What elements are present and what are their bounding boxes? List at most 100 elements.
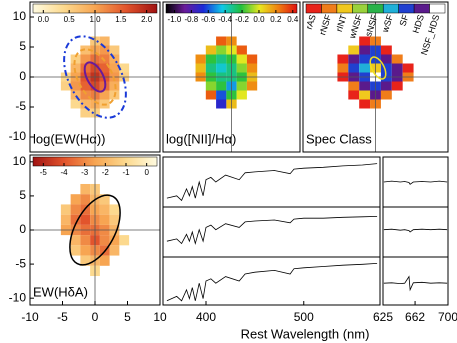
map-pixel: [109, 204, 120, 215]
map-pixel: [99, 45, 110, 55]
colorbar-tick-label: 1.5: [115, 15, 127, 24]
colorbar-tick-label: 0: [144, 168, 149, 177]
map-pixel: [109, 45, 120, 55]
y-tick-label: -5: [15, 99, 26, 113]
map-pixel: [70, 214, 81, 225]
contours: [63, 35, 387, 266]
map-pixel: [359, 63, 371, 73]
colorbar-tick-label: -0.4: [218, 15, 232, 24]
panel-frame: [162, 1, 301, 153]
map-pixel: [236, 54, 247, 64]
colorbar-tick-label: 2.0: [141, 15, 153, 24]
contour: [63, 35, 127, 119]
contour: [369, 56, 387, 80]
map-pixel: [80, 183, 91, 195]
map-pixel: [348, 81, 360, 91]
spectrum: [166, 163, 378, 202]
map-pixel: [380, 45, 392, 55]
colorbar-swatch: [321, 3, 338, 14]
map-pixel: [80, 90, 91, 100]
colorbar-swatch: [398, 3, 415, 14]
map-pixel: [391, 54, 403, 64]
map-pixel: [236, 45, 247, 55]
spectrum-frame: [162, 206, 381, 258]
x-tick-label: 10: [153, 310, 167, 324]
map-pixel: [99, 235, 110, 246]
map-pixel: [359, 36, 371, 46]
map-pixel: [80, 214, 91, 225]
map-pixel: [99, 204, 110, 215]
colorbar-swatch: [305, 3, 322, 14]
contour: [69, 194, 121, 266]
map-pixel: [80, 81, 91, 91]
y-tick-label: -5: [15, 256, 26, 270]
spectrum: [383, 180, 448, 185]
colorbar-label: rINT: [334, 13, 349, 33]
colorbar: [32, 156, 158, 167]
y-tick-label: -10: [9, 129, 27, 143]
map-pixel: [216, 54, 227, 64]
map-pixel: [99, 63, 110, 73]
map-pixel: [109, 235, 120, 246]
contour: [83, 61, 107, 93]
map-pixel: [80, 235, 91, 246]
map-pixel: [348, 90, 360, 100]
map-pixel: [80, 45, 91, 55]
x-tick-label: 0: [92, 310, 99, 324]
map-pixel: [80, 245, 91, 256]
colorbar-tick-label: 1.0: [89, 15, 101, 24]
map-pixel: [359, 81, 371, 91]
map-pixel: [380, 63, 392, 73]
x-tick-label: 5: [124, 310, 131, 324]
map-pixel: [109, 63, 120, 73]
spectrum: [166, 263, 378, 302]
map-pixel: [402, 63, 414, 73]
map-pixel: [109, 214, 120, 225]
map-pixel: [195, 63, 206, 73]
map-pixel: [359, 54, 371, 64]
map-pixel: [70, 99, 81, 109]
y-tick-label: 0: [19, 222, 26, 236]
map-pixel: [70, 235, 81, 246]
map-pixel: [60, 214, 71, 225]
colorbar-tick-label: -0.8: [184, 15, 198, 24]
map-pixel: [246, 63, 258, 73]
map-pixel: [380, 81, 392, 91]
map-pixel: [359, 45, 371, 55]
y-tick-label: 5: [19, 188, 26, 202]
map-pixel: [70, 81, 81, 91]
spectrum: [166, 216, 378, 246]
map-pixel: [205, 63, 217, 73]
map-pixel: [380, 54, 392, 64]
map-pixel: [99, 214, 110, 225]
map-pixel: [70, 90, 81, 100]
map-pixel: [216, 99, 227, 109]
colorbar-swatch: [429, 3, 446, 14]
spectrum-frame: [162, 256, 381, 306]
colorbar-label: sNSF: [363, 13, 380, 38]
spectrum: [383, 275, 448, 292]
contour: [73, 48, 117, 106]
map-pixel: [359, 99, 371, 109]
map-pixel: [60, 204, 71, 215]
colorbar-label: rAS: [304, 13, 318, 30]
colorbar-tick-label: -1: [122, 168, 130, 177]
x-tick-label: 500: [294, 310, 314, 324]
map-pixel: [391, 81, 403, 91]
colorbar-label: wNSF: [347, 13, 365, 41]
map-pixel: [205, 81, 217, 91]
map-pixel: [380, 90, 392, 100]
map-pixel: [236, 90, 247, 100]
colorbar-tick-label: -5: [40, 168, 48, 177]
colorbar-tick-label: -0.2: [235, 15, 249, 24]
colorbar-tick-label: -3: [81, 168, 89, 177]
map-pixel: [70, 204, 81, 215]
colorbar-swatch: [352, 3, 369, 14]
x-tick-label: -10: [21, 310, 39, 324]
colorbar-label: rNSF: [317, 13, 333, 37]
panel-label: log(EW(Hα)): [33, 131, 106, 146]
map-pixel: [216, 90, 227, 100]
x-tick-label: 400: [196, 310, 216, 324]
map-pixel: [70, 245, 81, 256]
map-pixel: [246, 54, 258, 64]
